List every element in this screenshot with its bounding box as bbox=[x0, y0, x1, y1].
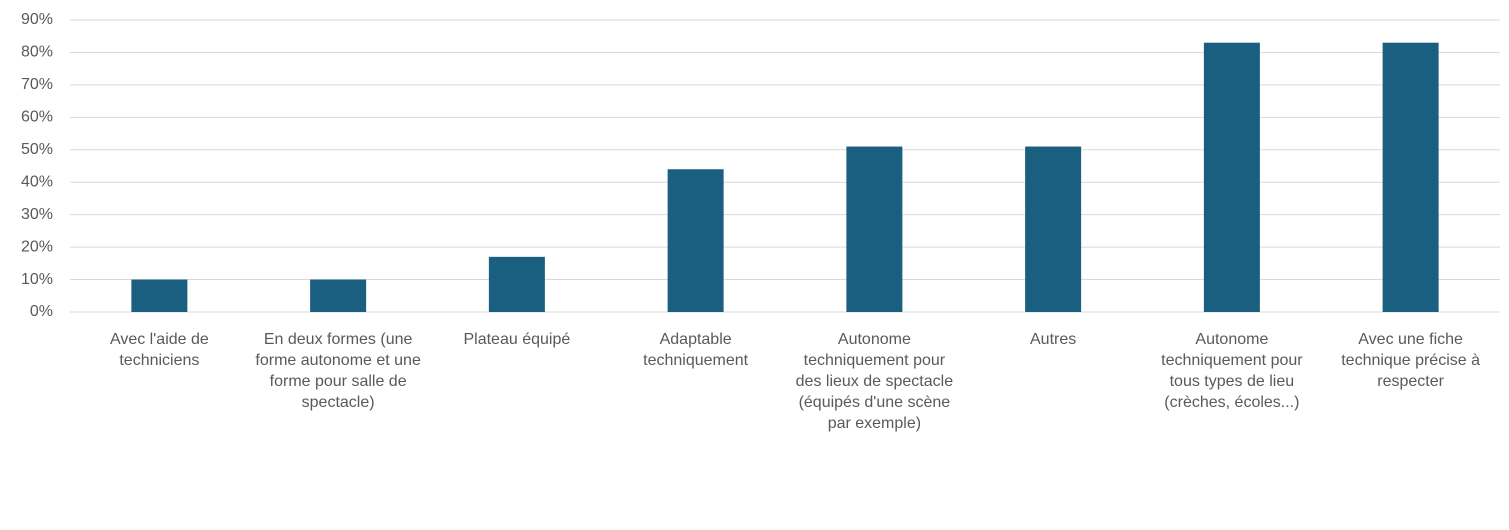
y-tick-label: 10% bbox=[21, 271, 53, 288]
y-tick-label: 30% bbox=[21, 206, 53, 223]
x-tick-label: En deux formes (une forme autonome et un… bbox=[255, 331, 421, 411]
bar bbox=[1382, 42, 1439, 312]
x-tick-label: Avec l'aide de techniciens bbox=[109, 331, 209, 369]
y-tick-label: 20% bbox=[21, 238, 53, 255]
bar bbox=[667, 169, 724, 312]
bar bbox=[1203, 42, 1260, 312]
y-tick-label: 40% bbox=[21, 173, 53, 190]
y-tick-label: 70% bbox=[21, 76, 53, 93]
bar bbox=[1025, 146, 1082, 312]
x-tick-label: Autonome techniquement pour des lieux de… bbox=[795, 331, 954, 432]
bar bbox=[310, 279, 367, 312]
y-tick-label: 90% bbox=[21, 11, 53, 28]
y-tick-label: 0% bbox=[30, 303, 53, 320]
y-tick-label: 50% bbox=[21, 141, 53, 158]
x-tick-label: Plateau équipé bbox=[463, 331, 571, 348]
y-tick-label: 60% bbox=[21, 109, 53, 126]
bar bbox=[846, 146, 903, 312]
x-tick-label: Avec une fiche technique précise à respe… bbox=[1341, 331, 1480, 390]
x-tick-label: Adaptable techniquement bbox=[643, 331, 749, 369]
x-tick-label: Autres bbox=[1030, 331, 1077, 348]
bar bbox=[131, 279, 188, 312]
bar bbox=[488, 256, 545, 312]
x-tick-label: Autonome techniquement pour tous types d… bbox=[1161, 331, 1303, 411]
y-tick-label: 80% bbox=[21, 44, 53, 61]
